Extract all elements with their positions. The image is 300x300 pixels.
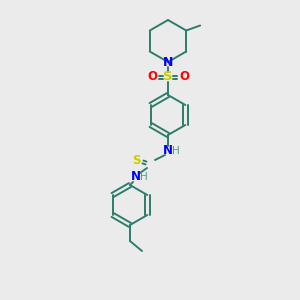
Text: O: O [179, 70, 189, 83]
Text: N: N [163, 145, 173, 158]
Text: N: N [163, 56, 173, 68]
Text: N: N [131, 170, 141, 184]
Text: H: H [172, 146, 180, 156]
Text: S: S [163, 70, 173, 83]
Text: O: O [147, 70, 157, 83]
Text: H: H [140, 172, 148, 182]
Text: S: S [132, 154, 140, 167]
